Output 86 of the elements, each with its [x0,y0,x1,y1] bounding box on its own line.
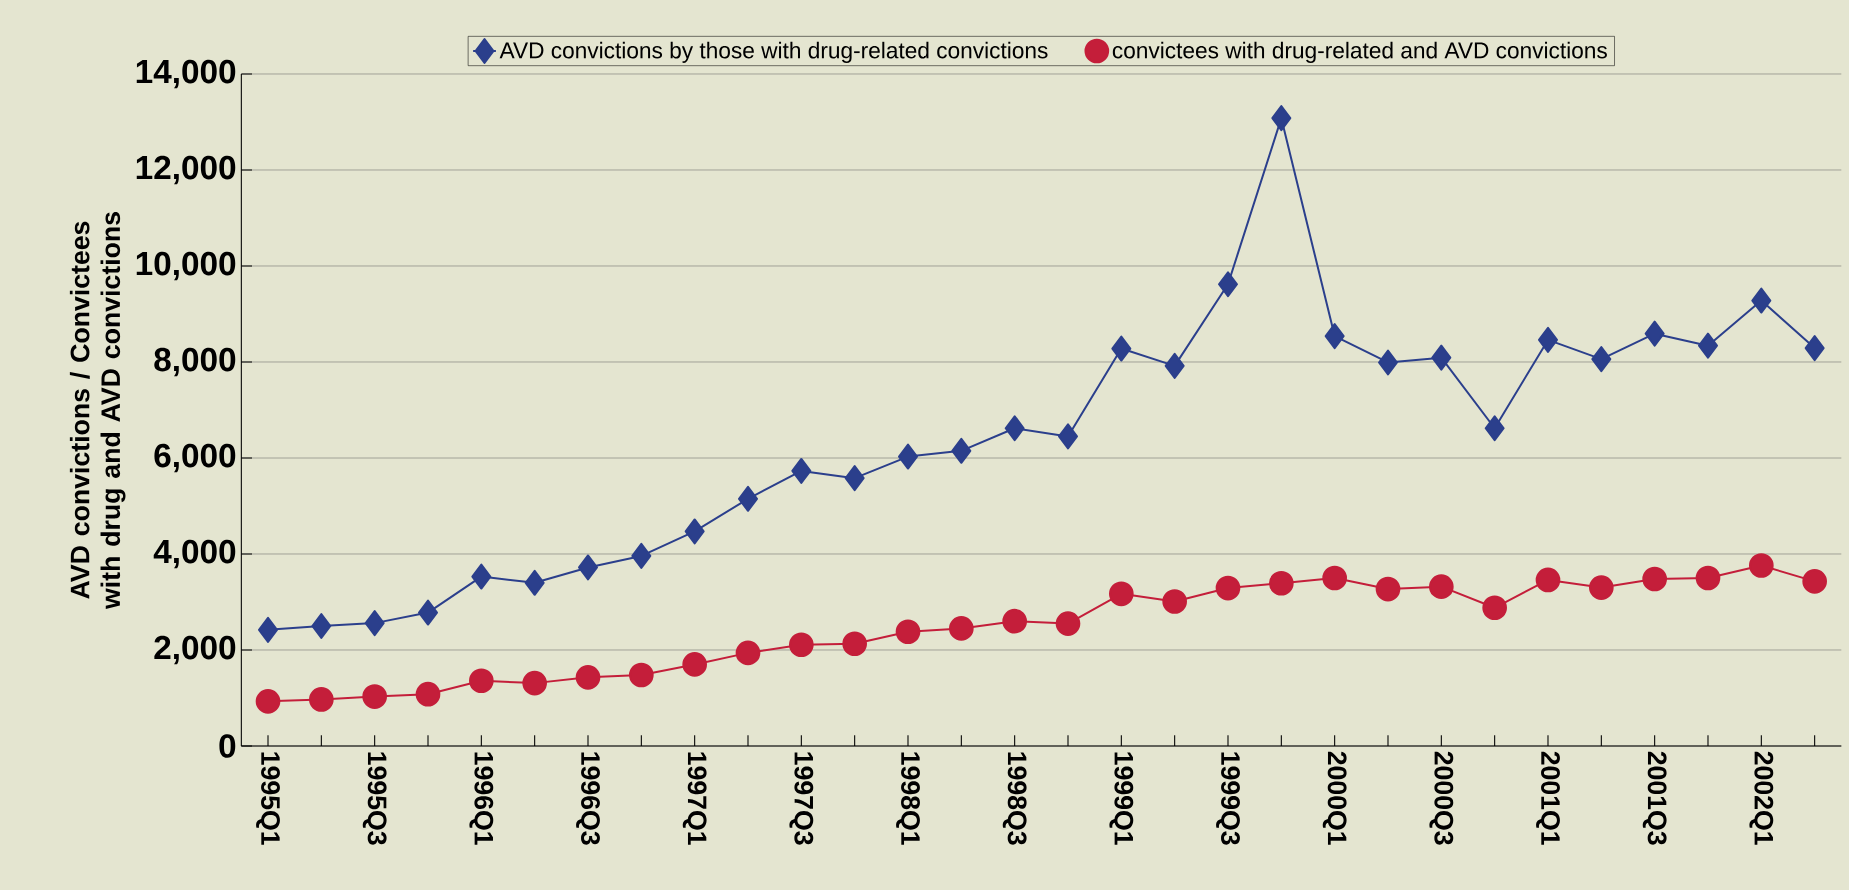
x-tick-label: 1995Q1 [256,752,280,845]
point [791,457,812,484]
point [258,616,278,643]
point [895,619,921,645]
point [1055,611,1081,636]
point [1429,574,1454,599]
point [1697,332,1718,359]
point [471,563,492,590]
y-tick-label: 10,000 [136,251,236,281]
point [1002,608,1027,634]
legend-label: convictees with drug-related and AVD convictions [1112,41,1607,63]
point [1588,575,1614,600]
point [1377,349,1398,376]
point [1108,581,1134,607]
point [949,616,974,641]
point [1058,423,1078,450]
point [738,485,758,512]
point [1324,323,1345,350]
point [1271,105,1292,132]
x-tick-label: 2001Q3 [1642,751,1667,845]
point [364,610,385,637]
point [418,599,438,626]
point [415,681,441,707]
x-tick-label: 1998Q3 [1002,752,1027,845]
point [524,569,545,596]
x-tick-label: 1995Q3 [362,752,387,845]
point [1482,595,1507,621]
point [1642,566,1667,592]
x-tick-label: 1996Q1 [469,752,494,845]
point [1802,569,1827,594]
y-tick-label: 0 [219,734,236,758]
y-tick-label: 8,000 [154,347,236,377]
x-tick-label: 1999Q3 [1216,752,1240,845]
point [1162,589,1187,614]
y-axis-title: AVD convictions / Convictees with drug and AVD convictions [69,212,126,610]
point [1591,346,1612,373]
point [309,687,334,712]
point [629,662,654,688]
x-tick-label: 1997Q1 [682,752,707,845]
point [1111,335,1132,362]
x-tick-label: 1996Q3 [576,752,600,845]
point [1484,415,1505,442]
x-tick-label: 1997Q3 [789,752,814,845]
legend-label: AVD convictions by those with drug-related convictions [499,41,1048,63]
point [1004,415,1025,442]
y-tick-label: 12,000 [136,155,236,185]
point [522,670,547,696]
x-tick-label: 2001Q1 [1536,751,1560,845]
point [682,652,707,677]
point [1269,570,1294,596]
point [1537,326,1558,353]
y-tick-label: 2,000 [154,635,236,665]
point [255,689,281,714]
x-tick-label: 1999Q1 [1109,752,1134,845]
point [1217,271,1238,298]
point [578,554,598,581]
point [898,443,918,470]
point [1748,553,1774,578]
point [951,437,972,464]
point [1431,344,1452,371]
y-tick-label: 6,000 [154,443,236,473]
point [631,542,652,569]
x-tick-label: 1998Q1 [896,752,920,845]
y-tick-label: 4,000 [153,539,236,569]
x-tick-label: 2000Q3 [1429,751,1454,845]
point [1215,575,1241,601]
point [1644,320,1665,347]
point [789,632,814,658]
point [735,640,761,666]
point [575,665,601,690]
point [684,518,705,545]
point [842,631,867,657]
y-tick-label: 14,000 [136,59,236,89]
point [844,465,865,492]
point [1804,335,1825,362]
x-tick-label: 2000Q1 [1322,751,1347,845]
point [311,613,332,639]
point [1535,567,1561,593]
point [1164,352,1185,379]
x-tick-label: 2002Q1 [1749,751,1774,845]
point [1322,565,1347,591]
point [1695,565,1721,591]
point [1375,576,1401,602]
point [469,668,494,694]
point [1751,287,1772,314]
point [362,684,387,709]
